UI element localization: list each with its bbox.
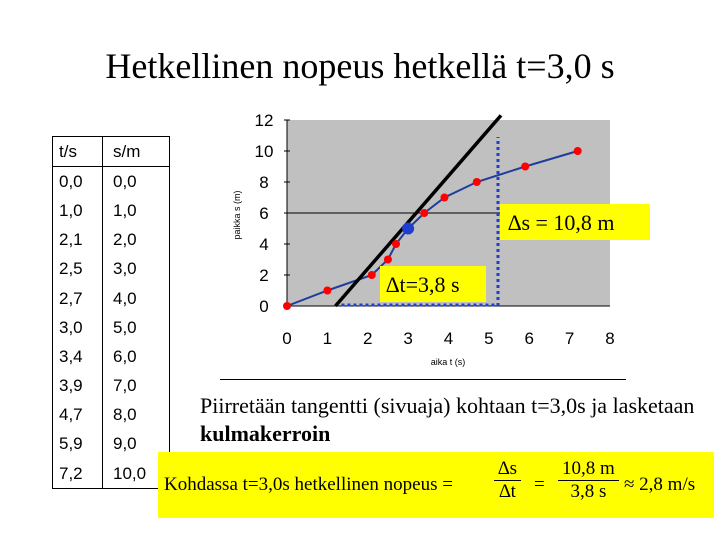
fraction-values: 10,8 m 3,8 s xyxy=(558,458,619,503)
delta-s-label-bg xyxy=(500,204,650,240)
cell-position: 2,0 xyxy=(113,230,137,250)
cell-time: 2,5 xyxy=(52,254,103,284)
data-point xyxy=(283,302,291,310)
x-tick-labels: 0 1 2 3 4 5 6 7 8 xyxy=(282,329,614,348)
y-tick-label: 6 xyxy=(259,204,268,223)
delta-t-label: ∆t=3,8 s xyxy=(386,272,460,297)
delta-guides xyxy=(335,137,500,307)
data-point xyxy=(440,193,449,202)
cell-time: 5,9 xyxy=(52,429,103,460)
cell-time: 3,9 xyxy=(52,371,103,401)
velocity-formula: Kohdassa t=3,0s hetkellinen nopeus = ∆s … xyxy=(158,452,714,518)
table-header-row: t/s s/m xyxy=(52,136,170,168)
cell-time: 2,1 xyxy=(52,225,103,255)
y-tick-label: 2 xyxy=(259,266,268,285)
table-row: 2,1 2,0 xyxy=(52,225,170,255)
cell-position: 5,0 xyxy=(113,317,137,337)
instruction-bold: kulmakerroin xyxy=(200,421,331,446)
cell-time: 3,4 xyxy=(52,342,103,372)
x-axis-label: aika t (s) xyxy=(431,357,466,367)
x-tick-label: 3 xyxy=(403,329,412,348)
cell-time: 0,0 xyxy=(52,166,103,197)
x-tick-label: 8 xyxy=(605,329,614,348)
cell-position: 6,0 xyxy=(113,346,137,366)
table-row: 2,5 3,0 xyxy=(52,254,170,284)
fraction-ds-value: 10,8 m xyxy=(558,458,619,481)
divider xyxy=(220,379,626,380)
delta-s-label: ∆s = 10,8 m xyxy=(508,210,615,235)
table-row: 0,0 0,0 xyxy=(52,166,170,197)
data-point xyxy=(383,255,392,264)
formula-result: ≈ 2,8 m/s xyxy=(624,474,696,495)
y-tick-label: 8 xyxy=(259,173,268,192)
formula-lead: Kohdassa t=3,0s hetkellinen nopeus = xyxy=(164,474,453,495)
header-time: t/s xyxy=(52,136,103,168)
data-point xyxy=(573,147,582,155)
y-tick-label: 0 xyxy=(259,297,268,316)
y-tick-labels: 0 2 4 6 8 10 12 xyxy=(255,111,274,316)
table-row: 3,0 5,0 xyxy=(52,313,170,343)
table-row: 3,4 6,0 xyxy=(52,342,170,372)
table-row: 4,7 8,0 xyxy=(52,400,170,430)
y-tick-label: 4 xyxy=(259,235,268,254)
cell-position: 4,0 xyxy=(113,288,137,308)
tangent-point xyxy=(402,222,415,235)
cell-time: 1,0 xyxy=(52,196,103,226)
cell-position: 3,0 xyxy=(113,259,137,279)
table-row: 7,2 10,0 xyxy=(52,459,170,489)
cell-position: 8,0 xyxy=(113,405,137,425)
cell-position: 0,0 xyxy=(113,171,137,191)
fraction-dt-value: 3,8 s xyxy=(570,481,607,502)
data-point xyxy=(472,178,481,186)
cell-position: 1,0 xyxy=(113,200,137,220)
fraction-deltas: ∆s ∆t xyxy=(494,458,522,503)
instruction-plain: Piirretään tangentti (sivuaja) kohtaan t… xyxy=(200,393,695,418)
header-position: s/m xyxy=(102,136,170,168)
data-points xyxy=(283,147,582,310)
data-point xyxy=(323,286,332,295)
x-tick-label: 4 xyxy=(444,329,453,348)
cell-time: 4,7 xyxy=(52,400,103,430)
cell-time: 7,2 xyxy=(52,459,103,489)
table-row: 2,7 4,0 xyxy=(52,283,170,314)
x-tick-label: 2 xyxy=(363,329,372,348)
x-tick-label: 5 xyxy=(484,329,493,348)
cell-position: 7,0 xyxy=(113,376,137,396)
data-point xyxy=(367,271,376,279)
x-tick-label: 7 xyxy=(565,329,574,348)
table-row: 3,9 7,0 xyxy=(52,371,170,401)
table-row: 1,0 1,0 xyxy=(52,196,170,226)
y-axis-label: paikka s (m) xyxy=(232,190,242,239)
x-tick-label: 0 xyxy=(282,329,291,348)
table-row: 5,9 9,0 xyxy=(52,429,170,460)
fraction-ds: ∆s xyxy=(494,458,522,481)
data-table: t/s s/m 0,0 0,0 1,0 1,0 2,1 2,0 2,5 3,0 2,7 4,0 3,0 5… xyxy=(52,136,170,490)
y-tick-label: 12 xyxy=(255,111,274,130)
cell-position: 10,0 xyxy=(113,463,147,483)
delta-t-label-bg xyxy=(380,266,486,302)
fraction-dt: ∆t xyxy=(499,481,516,502)
cell-position: 9,0 xyxy=(113,434,137,454)
cell-time: 3,0 xyxy=(52,313,103,343)
data-point xyxy=(420,209,429,217)
cell-time: 2,7 xyxy=(52,283,103,314)
x-tick-label: 6 xyxy=(525,329,534,348)
data-point xyxy=(392,240,401,248)
data-point xyxy=(521,162,530,171)
formula-equals: = xyxy=(534,474,545,495)
x-tick-label: 1 xyxy=(323,329,332,348)
instruction-text: Piirretään tangentti (sivuaja) kohtaan t… xyxy=(200,392,700,448)
tangent-line xyxy=(334,114,503,308)
y-tick-label: 10 xyxy=(255,142,274,161)
page-title: Hetkellinen nopeus hetkellä t=3,0 s xyxy=(105,46,615,86)
